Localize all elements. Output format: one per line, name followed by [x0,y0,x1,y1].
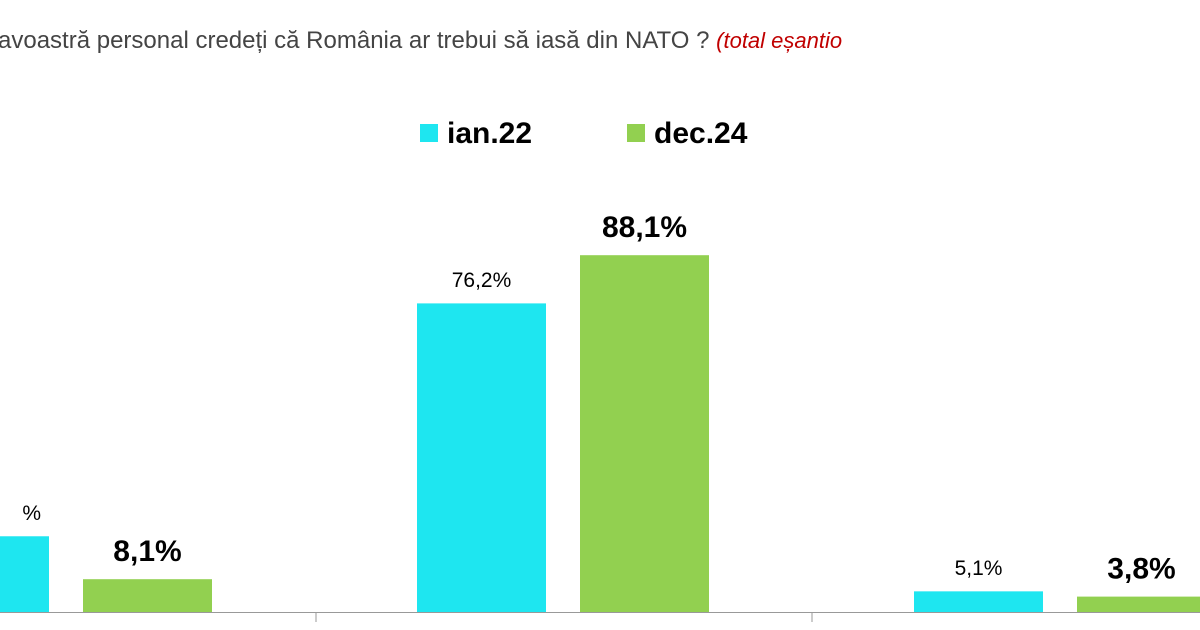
bar [83,579,212,612]
subtitle: (total eșantio [716,28,842,53]
legend-label: ian.22 [447,117,532,150]
legend-label: dec.24 [654,117,748,150]
chart-title: avoastră personal credeți că România ar … [0,27,842,54]
data-label: 8,1% [113,535,181,568]
bar [417,303,546,612]
title: avoastră personal credeți că România ar … [0,27,709,54]
data-label: % [22,502,41,525]
data-label: 88,1% [602,211,687,244]
bar [914,591,1043,612]
data-label: 5,1% [955,557,1003,580]
legend-swatch [627,124,645,142]
bar [580,255,709,612]
bar [1077,596,1200,612]
data-label: 3,8% [1107,553,1175,586]
bar [0,536,49,612]
data-label: 76,2% [452,269,512,292]
legend-swatch [420,124,438,142]
